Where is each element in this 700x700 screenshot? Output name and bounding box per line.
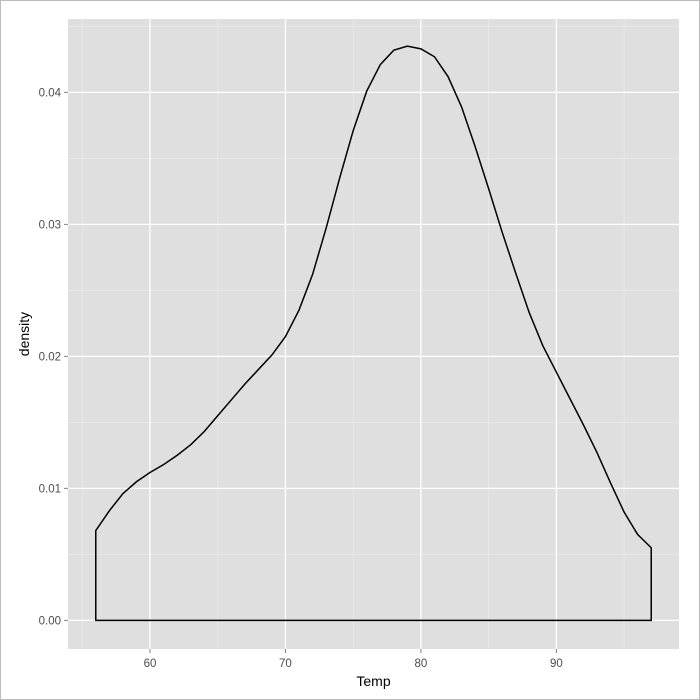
x-tick-label: 80 [415, 658, 428, 670]
x-axis-title: Temp [356, 673, 390, 689]
x-tick-label: 60 [144, 658, 157, 670]
y-axis-title: density [16, 312, 32, 356]
minor-gridlines [68, 19, 679, 649]
x-tick-label: 70 [279, 658, 292, 670]
x-axis-ticks: 60 70 80 90 [144, 649, 563, 670]
y-tick-label: 0.00 [39, 615, 61, 627]
y-tick-label: 0.04 [39, 87, 62, 99]
density-curve [95, 45, 652, 622]
plot-panel [68, 19, 679, 649]
y-tick-label: 0.02 [39, 351, 61, 363]
y-tick-label: 0.01 [39, 483, 61, 495]
x-tick-label: 90 [550, 658, 563, 670]
y-axis-ticks: 0.00 0.01 0.02 0.03 0.04 [39, 87, 68, 627]
y-tick-label: 0.03 [39, 219, 61, 231]
